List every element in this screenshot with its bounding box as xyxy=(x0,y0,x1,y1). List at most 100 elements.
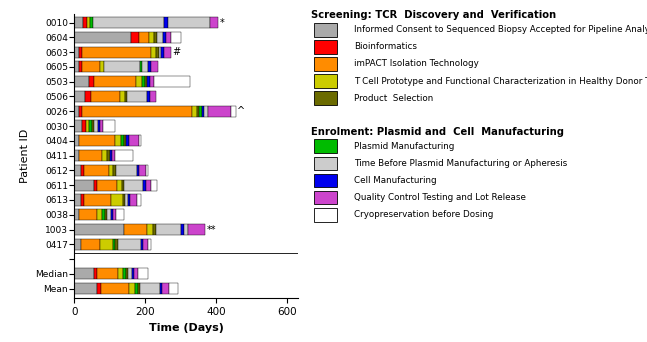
Bar xyxy=(118,268,124,279)
Bar xyxy=(181,224,184,235)
Bar xyxy=(91,17,93,28)
Bar xyxy=(151,47,156,58)
FancyBboxPatch shape xyxy=(314,91,338,105)
Bar xyxy=(126,194,128,206)
Bar xyxy=(109,165,113,176)
Bar xyxy=(74,47,79,58)
Bar xyxy=(116,165,137,176)
Bar xyxy=(107,209,111,220)
Bar xyxy=(94,76,136,87)
FancyBboxPatch shape xyxy=(314,140,338,153)
Bar xyxy=(144,239,148,250)
Bar xyxy=(140,283,160,294)
Bar xyxy=(146,165,148,176)
Bar xyxy=(104,61,140,73)
Bar xyxy=(151,61,158,73)
Text: Plasmid Manufacturing: Plasmid Manufacturing xyxy=(355,142,455,151)
Bar xyxy=(113,239,115,250)
Y-axis label: Patient ID: Patient ID xyxy=(19,129,30,183)
Bar xyxy=(74,120,82,132)
Bar xyxy=(82,61,100,73)
Bar xyxy=(137,194,141,206)
Bar xyxy=(127,91,147,102)
Text: ^: ^ xyxy=(237,106,245,116)
Bar xyxy=(131,32,139,43)
Bar xyxy=(116,209,124,220)
Bar xyxy=(157,32,163,43)
Bar xyxy=(124,135,126,146)
Bar xyxy=(97,180,116,191)
Bar xyxy=(74,194,81,206)
Text: Cryopreservation before Dosing: Cryopreservation before Dosing xyxy=(355,210,494,219)
Bar xyxy=(74,239,81,250)
Bar xyxy=(118,239,140,250)
Bar xyxy=(94,120,98,132)
Bar xyxy=(140,239,144,250)
Bar xyxy=(124,180,144,191)
Bar xyxy=(92,120,94,132)
FancyBboxPatch shape xyxy=(314,40,338,54)
FancyBboxPatch shape xyxy=(314,191,338,205)
Bar xyxy=(85,91,91,102)
FancyBboxPatch shape xyxy=(314,57,338,71)
Bar xyxy=(135,283,138,294)
Bar xyxy=(116,180,122,191)
Text: #: # xyxy=(172,47,181,57)
Bar xyxy=(89,76,94,87)
Bar xyxy=(192,106,197,117)
Bar xyxy=(208,106,230,117)
Bar xyxy=(98,283,101,294)
Bar xyxy=(125,91,127,102)
Text: Time Before Plasmid Manufacturing or Apheresis: Time Before Plasmid Manufacturing or Aph… xyxy=(355,159,567,168)
Bar xyxy=(140,61,142,73)
Bar xyxy=(149,91,156,102)
Bar xyxy=(80,209,97,220)
Bar xyxy=(91,91,120,102)
Bar xyxy=(147,91,149,102)
Bar xyxy=(129,135,138,146)
Text: T Cell Prototype and Functional Characterization in Healthy Donor T cells: T Cell Prototype and Functional Characte… xyxy=(355,77,647,86)
Bar xyxy=(149,32,154,43)
Text: Quality Control Testing and Lot Release: Quality Control Testing and Lot Release xyxy=(355,193,526,202)
Bar xyxy=(82,106,192,117)
Bar xyxy=(101,283,129,294)
Bar xyxy=(202,106,204,117)
Bar xyxy=(97,268,118,279)
Bar xyxy=(188,224,206,235)
Bar xyxy=(153,224,156,235)
Bar xyxy=(230,106,236,117)
Bar xyxy=(79,61,82,73)
Bar xyxy=(74,224,124,235)
Bar xyxy=(139,165,146,176)
Bar xyxy=(210,17,218,28)
Bar xyxy=(81,194,84,206)
Bar xyxy=(84,165,109,176)
Bar xyxy=(128,194,131,206)
Bar xyxy=(100,120,103,132)
Bar xyxy=(74,180,94,191)
Bar xyxy=(74,150,80,161)
Bar xyxy=(151,180,157,191)
Bar xyxy=(142,76,145,87)
Bar xyxy=(148,239,151,250)
Bar xyxy=(102,150,107,161)
Bar xyxy=(107,150,110,161)
FancyBboxPatch shape xyxy=(314,74,338,88)
Text: Product  Selection: Product Selection xyxy=(355,94,433,103)
Bar xyxy=(144,180,146,191)
Text: Informed Consent to Sequenced Biopsy Accepted for Pipeline Analysis: Informed Consent to Sequenced Biopsy Acc… xyxy=(355,25,647,34)
Bar xyxy=(126,268,128,279)
Bar xyxy=(129,283,135,294)
Bar xyxy=(124,268,126,279)
Bar xyxy=(123,194,126,206)
Bar xyxy=(159,47,161,58)
Bar xyxy=(94,180,97,191)
Bar xyxy=(132,268,135,279)
Bar xyxy=(156,224,181,235)
Bar xyxy=(154,76,190,87)
Bar xyxy=(80,150,102,161)
Bar xyxy=(111,209,113,220)
Bar xyxy=(164,47,171,58)
Bar xyxy=(87,17,91,28)
Bar xyxy=(93,17,164,28)
